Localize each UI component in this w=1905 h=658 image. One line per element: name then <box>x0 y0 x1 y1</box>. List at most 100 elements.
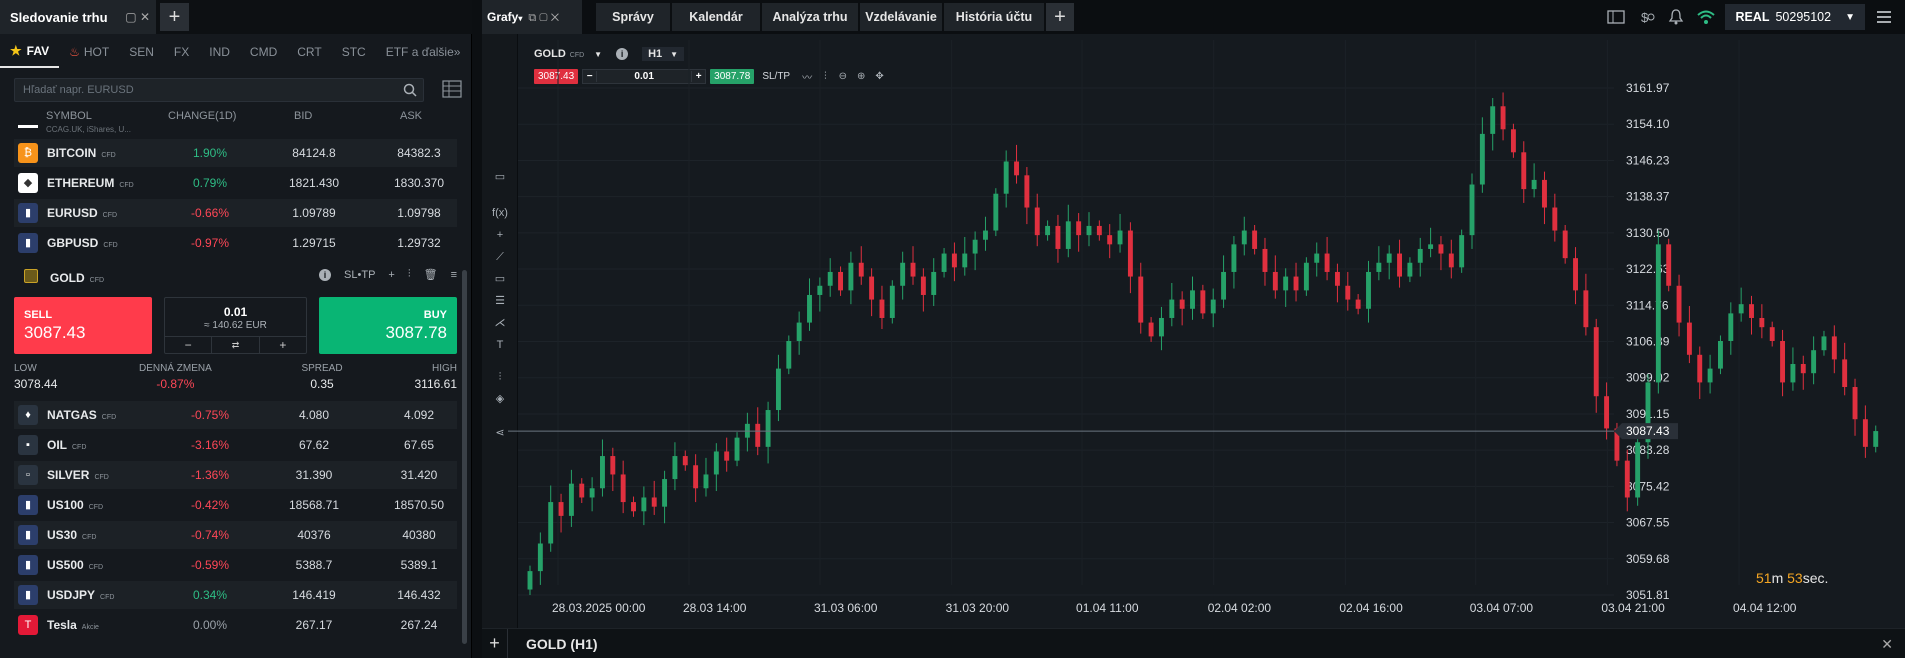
tab-kalendr[interactable]: Kalendár <box>672 3 760 31</box>
filter-tab-cmd[interactable]: CMD <box>249 45 278 59</box>
gold-expanded-header[interactable]: GOLD CFD i SL•TP + ⫶ 🗑 ≡ <box>14 262 457 290</box>
add-icon[interactable]: + <box>388 268 395 281</box>
quick-buy-button[interactable]: 3087.78 <box>710 68 755 84</box>
more-icon[interactable]: » <box>453 45 461 59</box>
window-controls[interactable]: ▢ ✕ <box>125 10 150 24</box>
account-selector[interactable]: REAL 50295102 ▼ <box>1725 4 1865 30</box>
increase-button[interactable]: + <box>279 338 287 352</box>
candlestick-chart[interactable]: 3161.97 3154.10 3146.23 3138.37 3130.50 3122.… <box>482 0 1905 628</box>
row-change: -0.42% <box>190 498 230 512</box>
sell-button[interactable]: SELL 3087.43 <box>14 297 152 354</box>
timeframe-selector[interactable]: H1 ▼ <box>642 47 685 61</box>
chart-type-icon[interactable]: ⫶ <box>498 371 502 383</box>
tab-sprvy[interactable]: Správy <box>596 3 670 31</box>
col-ask[interactable]: ASK <box>400 110 423 122</box>
col-change[interactable]: CHANGE(1D) <box>168 110 237 122</box>
dollar-settings-icon[interactable]: $ <box>1635 7 1657 27</box>
sltp-button[interactable]: SL•TP <box>344 268 376 281</box>
filter-tab-ind[interactable]: IND <box>209 45 230 59</box>
close-icon[interactable]: ✕ <box>1881 636 1893 652</box>
table-row[interactable]: ₿ BITCOIN CFD 1.90% 84124.8 84382.3 <box>14 139 457 167</box>
chart-icon[interactable]: ⫶ <box>407 268 411 280</box>
buy-button[interactable]: BUY 3087.78 <box>319 297 457 354</box>
table-row[interactable]: ▮ US30 CFD -0.74% 40376 40380 <box>14 521 457 549</box>
indicator-icon[interactable]: 〰 <box>802 72 813 84</box>
col-bid[interactable]: BID <box>294 110 313 122</box>
chevron-down-icon[interactable]: ▼ <box>670 50 679 59</box>
filter-tab-stc[interactable]: STC <box>341 45 366 59</box>
decrease-button[interactable]: − <box>583 70 598 82</box>
rectangle-tool-icon[interactable]: ▭ <box>494 273 506 285</box>
crosshair-tool-icon[interactable]: + <box>496 229 504 241</box>
gbpusd-icon: ▮ <box>18 233 38 253</box>
table-row[interactable]: ▫ SILVER CFD -1.36% 31.390 31.420 <box>14 461 457 489</box>
grid-view-icon[interactable] <box>442 80 462 98</box>
layers-icon[interactable]: ◈ <box>495 393 505 405</box>
indicators-icon[interactable]: f(x) <box>492 207 508 219</box>
fibonacci-tool-icon[interactable]: ☰ <box>495 295 505 307</box>
candles-icon[interactable]: ⫶ <box>824 70 827 82</box>
table-row[interactable]: ▮ GBPUSD CFD -0.97% 1.29715 1.29732 <box>14 229 457 257</box>
volume-value[interactable]: 0.01 <box>223 305 248 319</box>
maximize-icon[interactable]: ▢ <box>125 10 137 24</box>
filter-tab-hot[interactable]: ♨ HOT <box>69 45 110 59</box>
bell-icon[interactable] <box>1665 7 1687 27</box>
chevron-down-icon[interactable]: ▼ <box>594 49 603 59</box>
sell-label: SELL <box>24 309 53 321</box>
pitchfork-tool-icon[interactable]: ⋌ <box>494 317 506 329</box>
chart-tab-title[interactable]: GOLD (H1) <box>526 636 598 652</box>
sltp-button[interactable]: SL/TP <box>762 70 791 82</box>
search-icon[interactable] <box>402 82 418 98</box>
table-row[interactable]: ▮ US100 CFD -0.42% 18568.71 18570.50 <box>14 491 457 519</box>
filter-tab-fav[interactable]: ★ FAV <box>0 36 60 68</box>
trash-icon[interactable]: 🗑 <box>423 269 438 281</box>
tab-vzdelvanie[interactable]: Vzdelávanie <box>860 3 942 31</box>
add-tab-button[interactable]: + <box>1046 3 1074 31</box>
filter-tab-sen[interactable]: SEN <box>129 45 154 59</box>
close-icon[interactable]: ✕ <box>139 10 150 24</box>
volume-value[interactable]: 0.01 <box>634 70 654 82</box>
text-tool-icon[interactable]: T <box>496 339 504 351</box>
swap-icon[interactable]: ⇄ <box>212 337 260 353</box>
add-panel-button[interactable]: + <box>160 3 189 31</box>
zoom-out-icon[interactable]: ⊖ <box>838 70 847 82</box>
table-row[interactable]: ♦ NATGAS CFD -0.75% 4.080 4.092 <box>14 401 457 429</box>
decrease-button[interactable]: − <box>165 337 213 353</box>
line-tool-icon[interactable]: ⟋ <box>496 251 504 263</box>
table-row[interactable]: ▮ USDJPY CFD 0.34% 146.419 146.432 <box>14 581 457 609</box>
cursor-tool-icon[interactable]: ▭ <box>494 171 506 183</box>
table-row[interactable]: ◆ ETHEREUM CFD 0.79% 1821.430 1830.370 <box>14 169 457 197</box>
zoom-in-icon[interactable]: ⊕ <box>857 70 866 82</box>
table-row[interactable]: ▪ OIL CFD -3.16% 67.62 67.65 <box>14 431 457 459</box>
instrument-selector[interactable]: GOLD CFD <box>534 48 585 60</box>
increase-button[interactable]: + <box>691 70 705 82</box>
quick-volume[interactable]: − 0.01 + <box>582 68 707 84</box>
watchlist-tab[interactable]: Sledovanie trhu ▢ ✕ <box>0 0 156 34</box>
table-row[interactable]: ▮ EURUSD CFD -0.66% 1.09789 1.09798 <box>14 199 457 227</box>
volume-stepper[interactable]: 0.01 ≈ 140.62 EUR − ⇄ + <box>164 297 307 354</box>
layout-icon[interactable] <box>1605 7 1627 27</box>
charts-tab[interactable]: Grafy▾ ⧉ ▢ ✕ <box>482 0 582 34</box>
filter-tab-crt[interactable]: CRT <box>297 45 322 59</box>
watchlist-scrollbar[interactable] <box>462 270 467 644</box>
tab-analzatrhu[interactable]: Analýza trhu <box>762 3 858 31</box>
chevron-down-icon[interactable]: ▾ <box>518 14 523 23</box>
filter-tab-etf-a-ďalšie[interactable]: ETF a ďalšie » <box>385 45 461 59</box>
hamburger-menu-icon[interactable] <box>1873 7 1895 27</box>
share-icon[interactable]: ⋖ <box>495 427 505 439</box>
chevron-down-icon[interactable]: ▼ <box>1845 11 1855 23</box>
search-input[interactable]: Hľadať napr. EURUSD <box>14 78 424 102</box>
window-controls[interactable]: ⧉ ▢ ✕ <box>528 12 560 24</box>
menu-icon[interactable]: ≡ <box>450 268 457 281</box>
add-chart-button[interactable]: + <box>482 629 508 658</box>
tab-histriatu[interactable]: História účtu <box>944 3 1044 31</box>
info-icon[interactable]: i <box>319 268 332 281</box>
quick-sell-button[interactable]: 3087.43 <box>534 68 579 84</box>
move-icon[interactable]: ✥ <box>875 70 884 82</box>
y-tick-label: 3146.23 <box>1626 153 1670 167</box>
col-symbol[interactable]: SYMBOL <box>46 110 92 122</box>
filter-tab-fx[interactable]: FX <box>173 45 190 59</box>
info-icon[interactable]: i <box>616 48 629 60</box>
table-row[interactable]: ▮ US500 CFD -0.59% 5388.7 5389.1 <box>14 551 457 579</box>
table-row[interactable]: T Tesla Akcie 0.00% 267.17 267.24 <box>14 611 457 639</box>
